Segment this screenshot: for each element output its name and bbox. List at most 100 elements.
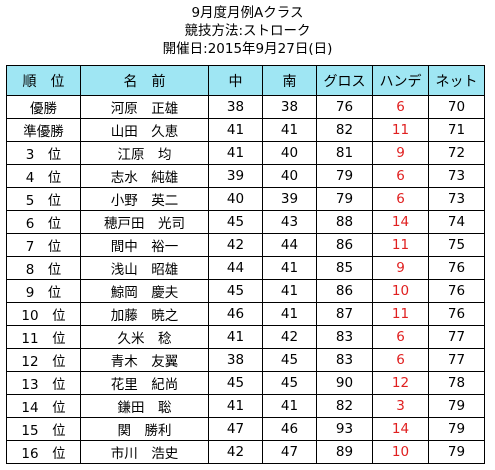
handicap-cell: 9 <box>372 141 429 165</box>
table-row: 3 位江原 均 41 40 81 9 72 <box>6 141 485 165</box>
out-score-cell: 42 <box>208 440 263 464</box>
out-score-cell: 46 <box>208 302 263 326</box>
out-score-cell: 39 <box>208 164 263 188</box>
handicap-cell: 6 <box>372 187 429 211</box>
rank-cell: 6 位 <box>6 210 81 234</box>
gross-score-cell: 76 <box>316 95 373 119</box>
gross-score-cell: 79 <box>316 164 373 188</box>
net-score-cell: 79 <box>428 394 485 418</box>
net-score-cell: 79 <box>428 440 485 464</box>
gross-score-cell: 93 <box>316 417 373 441</box>
in-score-cell: 46 <box>262 417 317 441</box>
gross-score-cell: 86 <box>316 279 373 303</box>
results-body: 優勝 河原 正雄 38 38 76 6 70 準優勝 山田 久恵 41 41 82 11 71 3 位江原 … <box>6 95 485 464</box>
handicap-cell: 6 <box>372 164 429 188</box>
title-block: 9月度月例Aクラス 競技方法:ストローク 開催日:2015年9月27日(日) <box>0 4 495 58</box>
rank-cell: 15 位 <box>6 417 81 441</box>
handicap-cell: 10 <box>372 440 429 464</box>
out-score-cell: 42 <box>208 233 263 257</box>
handicap-cell: 14 <box>372 417 429 441</box>
in-score-cell: 41 <box>262 302 317 326</box>
handicap-cell: 3 <box>372 394 429 418</box>
table-row: 13 位花里 紀尚 45 45 90 12 78 <box>6 371 485 395</box>
rank-cell: 13 位 <box>6 371 81 395</box>
in-score-cell: 44 <box>262 233 317 257</box>
handicap-cell: 6 <box>372 95 429 119</box>
table-row: 優勝 河原 正雄 38 38 76 6 70 <box>6 95 485 119</box>
net-score-cell: 79 <box>428 417 485 441</box>
gross-score-cell: 89 <box>316 440 373 464</box>
rank-cell: 14 位 <box>6 394 81 418</box>
table-row: 10 位加藤 暁之 46 41 87 11 76 <box>6 302 485 326</box>
table-row: 9 位鯨岡 慶夫 45 41 86 10 76 <box>6 279 485 303</box>
table-row: 12 位青木 友翼 38 45 83 6 77 <box>6 348 485 372</box>
out-score-cell: 41 <box>208 325 263 349</box>
handicap-cell: 14 <box>372 210 429 234</box>
gross-score-cell: 85 <box>316 256 373 280</box>
header-out: 中 <box>208 65 263 96</box>
out-score-cell: 41 <box>208 141 263 165</box>
table-row: 6 位穂戸田 光司 45 43 88 14 74 <box>6 210 485 234</box>
in-score-cell: 42 <box>262 325 317 349</box>
rank-cell: 5 位 <box>6 187 81 211</box>
net-score-cell: 71 <box>428 118 485 142</box>
player-name-cell: 江原 均 <box>80 141 209 165</box>
gross-score-cell: 81 <box>316 141 373 165</box>
gross-score-cell: 83 <box>316 348 373 372</box>
handicap-cell: 11 <box>372 302 429 326</box>
handicap-cell: 11 <box>372 118 429 142</box>
in-score-cell: 43 <box>262 210 317 234</box>
handicap-cell: 11 <box>372 233 429 257</box>
out-score-cell: 45 <box>208 279 263 303</box>
rank-cell: 4 位 <box>6 164 81 188</box>
header-net: ネット <box>428 65 485 96</box>
rank-cell: 8 位 <box>6 256 81 280</box>
header-handicap: ハンデ <box>372 65 429 96</box>
handicap-cell: 9 <box>372 256 429 280</box>
gross-score-cell: 87 <box>316 302 373 326</box>
header-in: 南 <box>262 65 317 96</box>
table-row: 15 位関 勝利 47 46 93 14 79 <box>6 417 485 441</box>
competition-format: 競技方法:ストローク <box>184 23 311 39</box>
player-name-cell: 河原 正雄 <box>80 95 209 119</box>
in-score-cell: 45 <box>262 348 317 372</box>
handicap-cell: 10 <box>372 279 429 303</box>
rank-cell: 3 位 <box>6 141 81 165</box>
table-row: 16 位市川 浩史 42 47 89 10 79 <box>6 440 485 464</box>
handicap-cell: 12 <box>372 371 429 395</box>
in-score-cell: 41 <box>262 118 317 142</box>
rank-cell: 9 位 <box>6 279 81 303</box>
gross-score-cell: 79 <box>316 187 373 211</box>
in-score-cell: 41 <box>262 394 317 418</box>
table-row: 8 位浅山 昭雄 44 41 85 9 76 <box>6 256 485 280</box>
out-score-cell: 45 <box>208 371 263 395</box>
player-name-cell: 関 勝利 <box>80 417 209 441</box>
table-row: 5 位小野 英二 40 39 79 6 73 <box>6 187 485 211</box>
player-name-cell: 間中 裕一 <box>80 233 209 257</box>
table-row: 4 位志水 純雄 39 40 79 6 73 <box>6 164 485 188</box>
net-score-cell: 78 <box>428 371 485 395</box>
net-score-cell: 74 <box>428 210 485 234</box>
handicap-cell: 6 <box>372 348 429 372</box>
handicap-cell: 6 <box>372 325 429 349</box>
in-score-cell: 40 <box>262 164 317 188</box>
in-score-cell: 47 <box>262 440 317 464</box>
rank-cell: 7 位 <box>6 233 81 257</box>
player-name-cell: 久米 稔 <box>80 325 209 349</box>
header-name: 名 前 <box>80 65 209 96</box>
player-name-cell: 山田 久恵 <box>80 118 209 142</box>
player-name-cell: 鎌田 聡 <box>80 394 209 418</box>
net-score-cell: 73 <box>428 187 485 211</box>
in-score-cell: 45 <box>262 371 317 395</box>
competition-title: 9月度月例Aクラス <box>191 5 304 21</box>
gross-score-cell: 86 <box>316 233 373 257</box>
gross-score-cell: 82 <box>316 394 373 418</box>
out-score-cell: 38 <box>208 95 263 119</box>
player-name-cell: 青木 友翼 <box>80 348 209 372</box>
out-score-cell: 40 <box>208 187 263 211</box>
player-name-cell: 志水 純雄 <box>80 164 209 188</box>
rank-cell: 10 位 <box>6 302 81 326</box>
player-name-cell: 小野 英二 <box>80 187 209 211</box>
player-name-cell: 市川 浩史 <box>80 440 209 464</box>
rank-cell: 優勝 <box>6 95 81 119</box>
